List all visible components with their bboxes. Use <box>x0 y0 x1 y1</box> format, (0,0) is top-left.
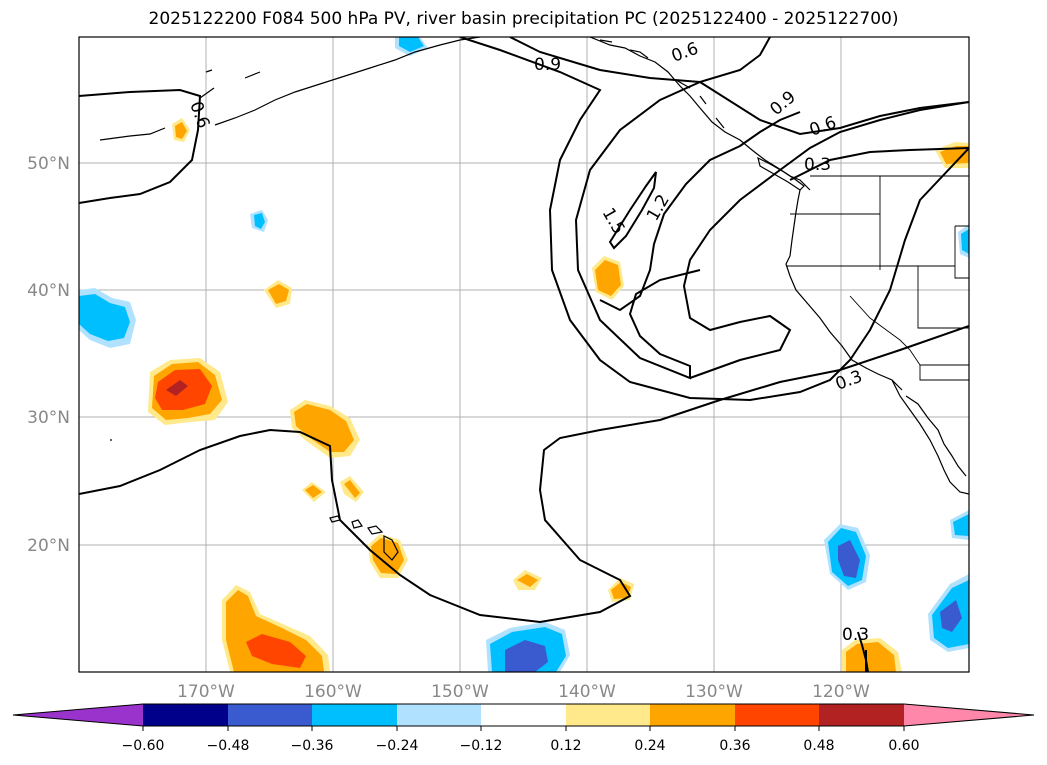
lat-tick: 30°N <box>27 408 70 428</box>
positive-anomaly <box>246 634 306 668</box>
colorbar-tick: 0.60 <box>888 738 919 754</box>
gridlines <box>79 37 969 672</box>
lon-tick: 160°W <box>304 682 362 702</box>
lat-tick: 50°N <box>27 154 70 174</box>
colorbar-tick: 0.24 <box>634 738 665 754</box>
negative-anomaly <box>838 540 860 578</box>
colorbar-tick: 0.12 <box>550 738 581 754</box>
contour-label: 0.9 <box>534 55 561 75</box>
lon-tick: 120°W <box>812 682 870 702</box>
negative-anomaly <box>505 640 548 672</box>
lon-tick: 170°W <box>177 682 235 702</box>
colorbar-tick: −0.36 <box>291 738 334 754</box>
colorbar-segment <box>819 704 904 726</box>
colorbar-tick: −0.48 <box>207 738 250 754</box>
colorbar-segment <box>650 704 735 726</box>
colorbar-tick: 0.36 <box>719 738 750 754</box>
negative-anomaly <box>254 213 265 229</box>
lon-tick-labels: 170°W 160°W 150°W 140°W 130°W 120°W <box>177 682 870 702</box>
colorbar-extend-high <box>904 704 1034 726</box>
positive-anomaly <box>268 284 289 304</box>
positive-anomaly <box>294 404 354 452</box>
precip-anomalies <box>79 37 969 672</box>
contour-label: 0.3 <box>842 625 869 645</box>
map-title: 2025122200 F084 500 hPa PV, river basin … <box>148 9 899 29</box>
colorbar-tick: −0.12 <box>460 738 503 754</box>
positive-anomaly <box>175 122 187 139</box>
colorbar-tick: −0.60 <box>122 738 165 754</box>
positive-anomaly <box>846 642 896 672</box>
colorbar-segment <box>397 704 481 726</box>
lon-tick: 140°W <box>558 682 616 702</box>
lat-tick: 40°N <box>27 281 70 301</box>
lat-tick: 20°N <box>27 536 70 556</box>
political-borders <box>786 175 969 381</box>
colorbar-extend-low <box>13 704 143 726</box>
pv-contours <box>79 37 969 672</box>
colorbar-tick: −0.24 <box>376 738 419 754</box>
colorbar-tick: 0.48 <box>803 738 834 754</box>
colorbar-segment <box>143 704 228 726</box>
lat-tick-labels: 50°N 40°N 30°N 20°N <box>27 154 70 556</box>
map-frame <box>78 36 970 673</box>
lon-tick: 130°W <box>685 682 743 702</box>
colorbar: −0.60 −0.48 −0.36 −0.24 −0.12 0.12 0.24 … <box>12 703 1035 754</box>
lon-tick: 150°W <box>431 682 489 702</box>
negative-anomaly <box>79 294 130 341</box>
negative-anomaly <box>940 600 962 632</box>
positive-anomaly <box>595 260 621 296</box>
colorbar-segment <box>312 704 397 726</box>
colorbar-segment <box>735 704 819 726</box>
contour-label: 0.3 <box>804 155 831 175</box>
colorbar-segment <box>566 704 650 726</box>
colorbar-segment <box>228 704 312 726</box>
colorbar-segment <box>481 704 566 726</box>
